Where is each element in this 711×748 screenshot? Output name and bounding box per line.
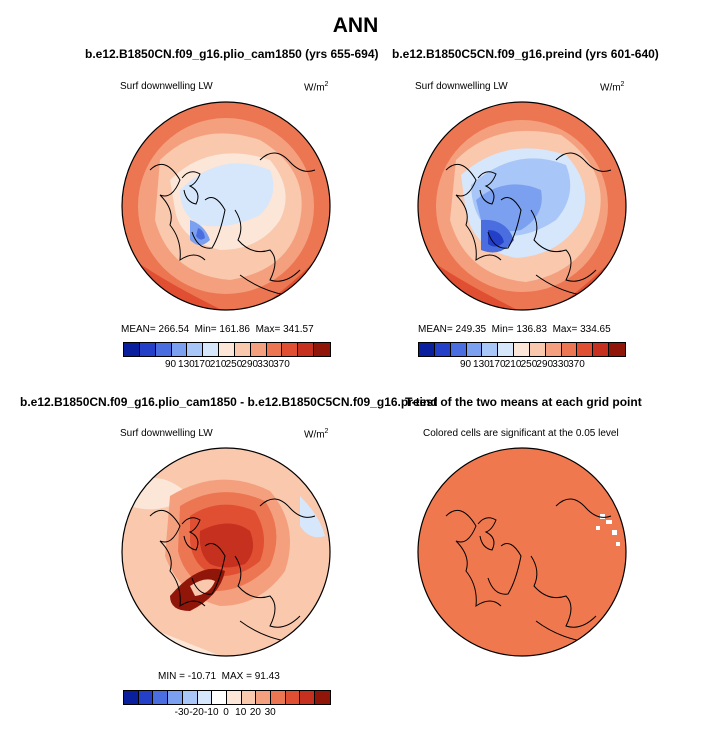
map-diff bbox=[121, 447, 331, 657]
colorbar-diff-swatch bbox=[226, 691, 242, 704]
colorbar-preind-ticks: 90 130 170 210 250 290 330 370 bbox=[418, 359, 626, 371]
colorbar-plio-swatch bbox=[171, 343, 188, 356]
colorbar-preind-swatch bbox=[593, 343, 610, 356]
colorbar-plio-swatch bbox=[282, 343, 299, 356]
panel-preind-units: W/m2 bbox=[600, 81, 625, 94]
map-plio bbox=[121, 101, 331, 311]
panel-plio-units: W/m2 bbox=[304, 81, 329, 94]
colorbar-diff-swatch bbox=[124, 691, 139, 704]
panel-preind-mean: 249.35 bbox=[455, 324, 487, 335]
panel-preind-max: 334.65 bbox=[580, 324, 611, 335]
colorbar-plio-tick-label: 250 bbox=[225, 359, 243, 370]
colorbar-diff-swatch bbox=[315, 691, 330, 704]
colorbar-plio-tick-label: 90 bbox=[164, 359, 177, 370]
panel-diff-min: -10.71 bbox=[187, 671, 217, 682]
colorbar-diff-swatch bbox=[197, 691, 213, 704]
colorbar-preind-tick-label: 250 bbox=[520, 359, 538, 370]
colorbar-plio-tick-label: 170 bbox=[193, 359, 211, 370]
colorbar-preind-tick-label: 330 bbox=[552, 359, 569, 370]
colorbar-diff-tick-label: -20 bbox=[189, 707, 204, 718]
colorbar-diff-tick-label: 20 bbox=[249, 707, 261, 718]
colorbar-plio-tick-label: 330 bbox=[257, 359, 274, 370]
colorbar-preind-swatch bbox=[514, 343, 530, 356]
panel-ttest-subtitle: Colored cells are significant at the 0.0… bbox=[423, 428, 619, 439]
colorbar-preind-tick-label: 90 bbox=[459, 359, 472, 370]
panel-preind-title: b.e12.B1850C5CN.f09_g16.preind (yrs 601-… bbox=[392, 47, 659, 61]
panel-plio-variable: Surf downwelling LW bbox=[120, 81, 213, 92]
colorbar-diff-swatch bbox=[285, 691, 301, 704]
colorbar-preind bbox=[418, 342, 626, 357]
map-ttest bbox=[417, 447, 627, 657]
colorbar-plio-swatch bbox=[203, 343, 220, 356]
colorbar-plio-tick-label: 370 bbox=[273, 359, 290, 370]
panel-plio-title: b.e12.B1850CN.f09_g16.plio_cam1850 (yrs … bbox=[85, 47, 379, 61]
panel-diff-units: W/m2 bbox=[304, 428, 329, 441]
colorbar-diff-swatch bbox=[300, 691, 316, 704]
colorbar-plio-ticks: 90 130 170 210 250 290 330 370 bbox=[123, 359, 331, 371]
colorbar-diff bbox=[123, 690, 331, 705]
panel-diff-max: 91.43 bbox=[254, 671, 280, 682]
colorbar-preind-tick-label: 210 bbox=[504, 359, 522, 370]
colorbar-diff-tick-label: 30 bbox=[264, 707, 276, 718]
colorbar-plio-swatch bbox=[314, 343, 330, 356]
colorbar-diff-tick-label: -30 bbox=[174, 707, 190, 718]
colorbar-preind-swatch bbox=[561, 343, 578, 356]
colorbar-plio-swatch bbox=[250, 343, 267, 356]
colorbar-preind-swatch bbox=[529, 343, 546, 356]
colorbar-diff-tick-label: 10 bbox=[235, 707, 247, 718]
colorbar-plio-swatch bbox=[266, 343, 283, 356]
colorbar-preind-swatch bbox=[609, 343, 625, 356]
colorbar-plio bbox=[123, 342, 331, 357]
colorbar-diff-tick-label: -10 bbox=[204, 707, 219, 718]
panel-diff-variable: Surf downwelling LW bbox=[120, 428, 213, 439]
colorbar-plio-tick-label: 130 bbox=[178, 359, 195, 370]
colorbar-diff-swatch bbox=[153, 691, 169, 704]
colorbar-diff-tick-label: 0 bbox=[223, 707, 229, 718]
panel-preind-variable: Surf downwelling LW bbox=[415, 81, 508, 92]
colorbar-preind-swatch bbox=[545, 343, 562, 356]
panel-preind-stats: MEAN= 249.35 Min= 136.83 Max= 334.65 bbox=[418, 324, 611, 335]
colorbar-plio-tick-label: 210 bbox=[209, 359, 227, 370]
colorbar-plio-swatch bbox=[139, 343, 156, 356]
map-preind bbox=[417, 101, 627, 311]
colorbar-diff-swatch bbox=[241, 691, 257, 704]
colorbar-preind-swatch bbox=[419, 343, 435, 356]
colorbar-plio-tick-label: 290 bbox=[241, 359, 259, 370]
panel-plio-max: 341.57 bbox=[283, 324, 314, 335]
colorbar-diff-swatch bbox=[182, 691, 198, 704]
colorbar-preind-tick-label: 130 bbox=[473, 359, 490, 370]
colorbar-diff-swatch bbox=[212, 691, 227, 704]
colorbar-preind-tick-label: 370 bbox=[568, 359, 585, 370]
panel-ttest-title: T-test of the two means at each grid poi… bbox=[405, 395, 642, 409]
colorbar-plio-swatch bbox=[234, 343, 251, 356]
colorbar-preind-swatch bbox=[450, 343, 467, 356]
panel-plio-min: 161.86 bbox=[219, 324, 250, 335]
colorbar-preind-swatch bbox=[482, 343, 499, 356]
colorbar-preind-tick-label: 290 bbox=[536, 359, 554, 370]
panel-diff-stats: MIN = -10.71 MAX = 91.43 bbox=[158, 671, 280, 682]
colorbar-preind-swatch bbox=[434, 343, 451, 356]
panel-preind-min: 136.83 bbox=[516, 324, 547, 335]
colorbar-preind-swatch bbox=[577, 343, 594, 356]
colorbar-diff-swatch bbox=[271, 691, 286, 704]
panel-diff-title: b.e12.B1850CN.f09_g16.plio_cam1850 - b.e… bbox=[20, 395, 438, 409]
colorbar-diff-ticks: -30 -20 -10 0 10 20 30 bbox=[123, 707, 331, 719]
colorbar-diff-swatch bbox=[256, 691, 272, 704]
panel-plio-stats: MEAN= 266.54 Min= 161.86 Max= 341.57 bbox=[121, 324, 314, 335]
colorbar-plio-swatch bbox=[124, 343, 140, 356]
colorbar-preind-swatch bbox=[466, 343, 483, 356]
colorbar-diff-swatch bbox=[138, 691, 154, 704]
colorbar-preind-swatch bbox=[498, 343, 515, 356]
colorbar-diff-swatch bbox=[168, 691, 183, 704]
panel-plio-mean: 266.54 bbox=[158, 324, 190, 335]
figure-title: ANN bbox=[332, 14, 379, 37]
colorbar-preind-tick-label: 170 bbox=[488, 359, 506, 370]
colorbar-plio-swatch bbox=[187, 343, 204, 356]
colorbar-plio-swatch bbox=[219, 343, 235, 356]
colorbar-plio-swatch bbox=[298, 343, 315, 356]
colorbar-plio-swatch bbox=[155, 343, 172, 356]
